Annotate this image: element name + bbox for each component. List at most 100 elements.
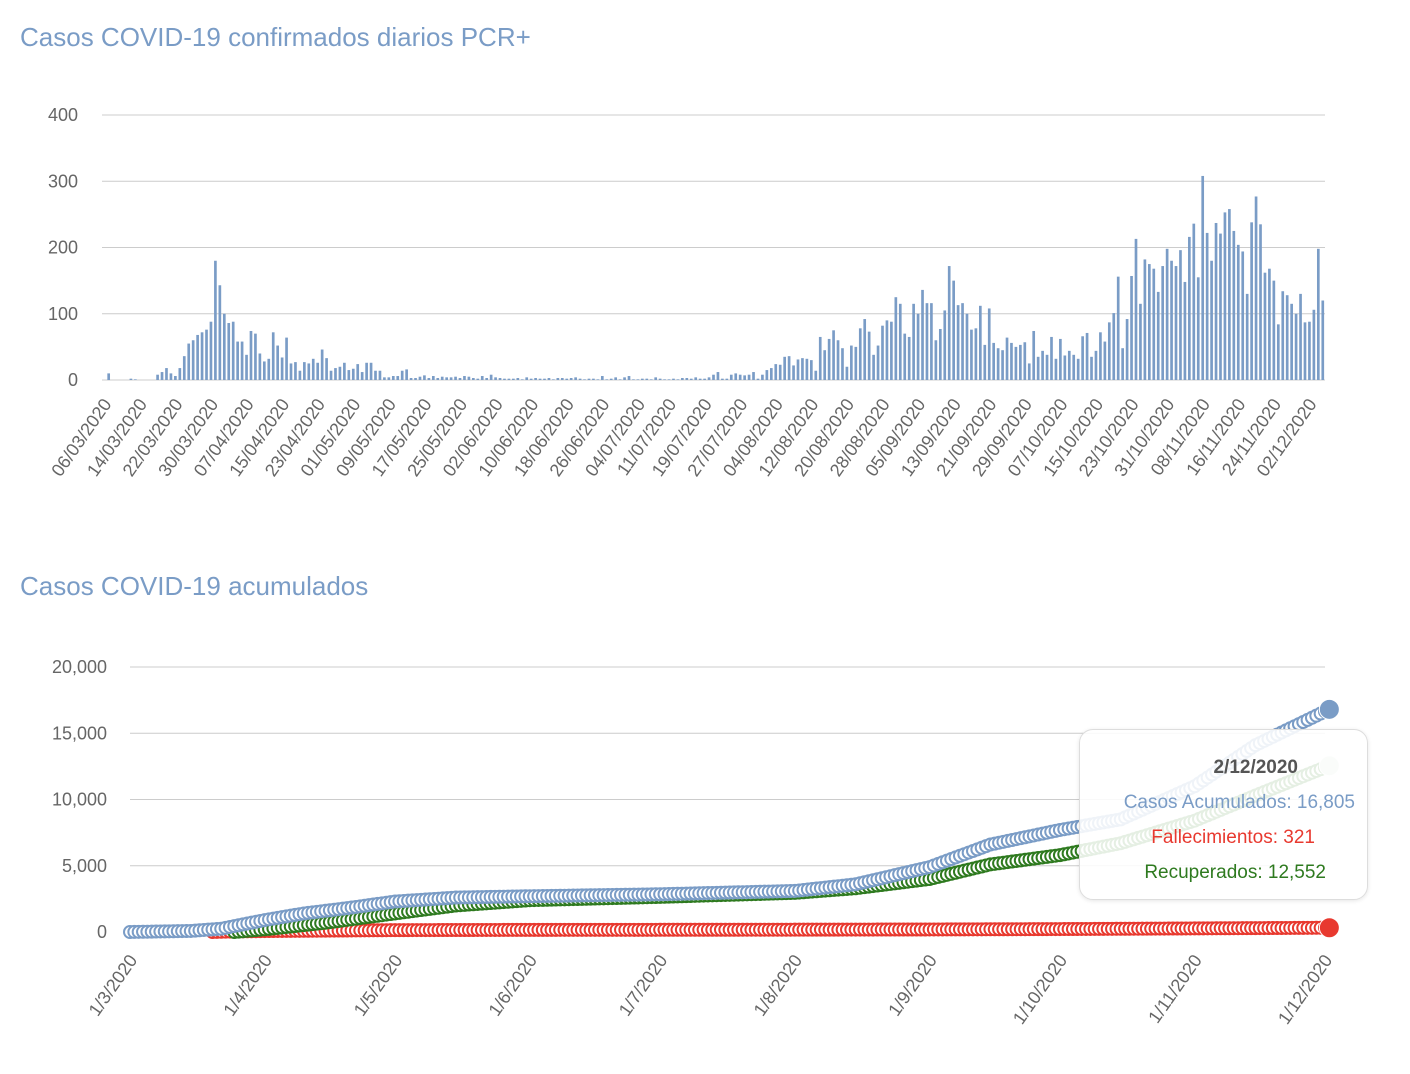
daily-bar (614, 377, 617, 380)
daily-bar (716, 372, 720, 380)
daily-bar (961, 303, 964, 380)
daily-bar (463, 376, 466, 380)
daily-bar (494, 377, 497, 380)
daily-bar (1156, 291, 1160, 380)
cumulative-x-tick-label: 1/9/2020 (884, 951, 941, 1020)
daily-bar (280, 357, 284, 380)
daily-bar (1312, 309, 1316, 380)
daily-bar (596, 379, 600, 380)
daily-bar (707, 377, 711, 380)
daily-bar (1188, 236, 1191, 380)
daily-bar (632, 379, 635, 380)
daily-bar (729, 374, 733, 380)
daily-bar (156, 374, 159, 380)
daily-bar (182, 356, 186, 380)
daily-bar (698, 378, 702, 380)
daily-bar (1054, 358, 1058, 380)
daily-bar (663, 379, 666, 380)
daily-bar (792, 365, 795, 380)
daily-bar (236, 341, 239, 380)
daily-bar (1179, 250, 1182, 380)
daily-bar (276, 345, 279, 380)
daily-bar (956, 305, 960, 380)
daily-bar (587, 378, 591, 380)
daily-bar (1076, 358, 1080, 380)
daily-bar (294, 362, 297, 380)
daily-bar (174, 376, 177, 380)
daily-bar (712, 374, 715, 380)
daily-bar (1272, 280, 1276, 381)
cumulative-x-tick-label: 1/3/2020 (85, 951, 142, 1020)
daily-bar (578, 378, 582, 380)
daily-bar (1125, 319, 1129, 380)
daily-bar (507, 378, 511, 380)
daily-bar (930, 303, 933, 380)
daily-bar (1103, 341, 1107, 380)
daily-bar (1281, 291, 1285, 380)
daily-bar (1276, 324, 1280, 380)
daily-y-tick-label: 300 (48, 171, 78, 191)
daily-bar (249, 330, 253, 380)
daily-bar (200, 332, 204, 380)
daily-bar (1236, 244, 1240, 380)
daily-bar (1099, 332, 1102, 380)
daily-bar (267, 358, 271, 380)
daily-bar (356, 364, 360, 380)
daily-bar (325, 358, 328, 380)
daily-bar (965, 313, 969, 380)
daily-bar (1268, 268, 1271, 380)
daily-bar (191, 340, 195, 380)
daily-bar (1210, 260, 1213, 380)
cumulative-x-tick-label: 1/8/2020 (750, 951, 807, 1020)
daily-bar (316, 362, 320, 380)
daily-bar (787, 356, 791, 380)
daily-bar (818, 336, 822, 380)
daily-bar (676, 379, 680, 380)
daily-bar (1112, 313, 1116, 380)
daily-bar (396, 376, 400, 380)
daily-bar (810, 360, 813, 381)
daily-bar (307, 363, 311, 380)
daily-bar (503, 378, 506, 380)
daily-bar (556, 378, 560, 380)
daily-bar (214, 260, 217, 380)
daily-bar (641, 378, 644, 380)
daily-bar (618, 379, 622, 380)
daily-bar (605, 379, 609, 380)
cumulative-x-tick-label: 1/7/2020 (615, 951, 672, 1020)
daily-bar (285, 337, 288, 380)
daily-bar (974, 328, 978, 380)
daily-bar (992, 342, 996, 380)
daily-bar (1228, 209, 1231, 380)
daily-bar (378, 370, 382, 380)
daily-bar (987, 308, 991, 380)
daily-bar (165, 368, 168, 380)
daily-bar (400, 370, 404, 380)
daily-bar (196, 334, 199, 380)
daily-bar (734, 373, 738, 381)
daily-bar (912, 303, 915, 380)
daily-bar (538, 378, 542, 380)
daily-bar (636, 379, 640, 380)
daily-bar (1321, 300, 1325, 380)
daily-bar (907, 336, 911, 380)
daily-bar (943, 310, 947, 380)
daily-bar (1201, 175, 1205, 380)
daily-bar (543, 378, 546, 380)
daily-bar (1107, 322, 1111, 380)
daily-bar (258, 353, 262, 380)
daily-bar (743, 375, 746, 380)
daily-bar (1299, 293, 1302, 381)
daily-bar (1001, 350, 1004, 380)
daily-bar (360, 372, 364, 380)
daily-bar (970, 329, 973, 380)
daily-bar (569, 378, 573, 380)
daily-bar (512, 378, 515, 380)
daily-bar (783, 356, 786, 380)
daily-y-tick-label: 400 (48, 105, 78, 125)
daily-bar (1032, 330, 1036, 380)
daily-y-tick-label: 0 (68, 370, 78, 390)
daily-bar (107, 373, 111, 381)
daily-bar (685, 378, 689, 380)
daily-bar (609, 378, 613, 380)
